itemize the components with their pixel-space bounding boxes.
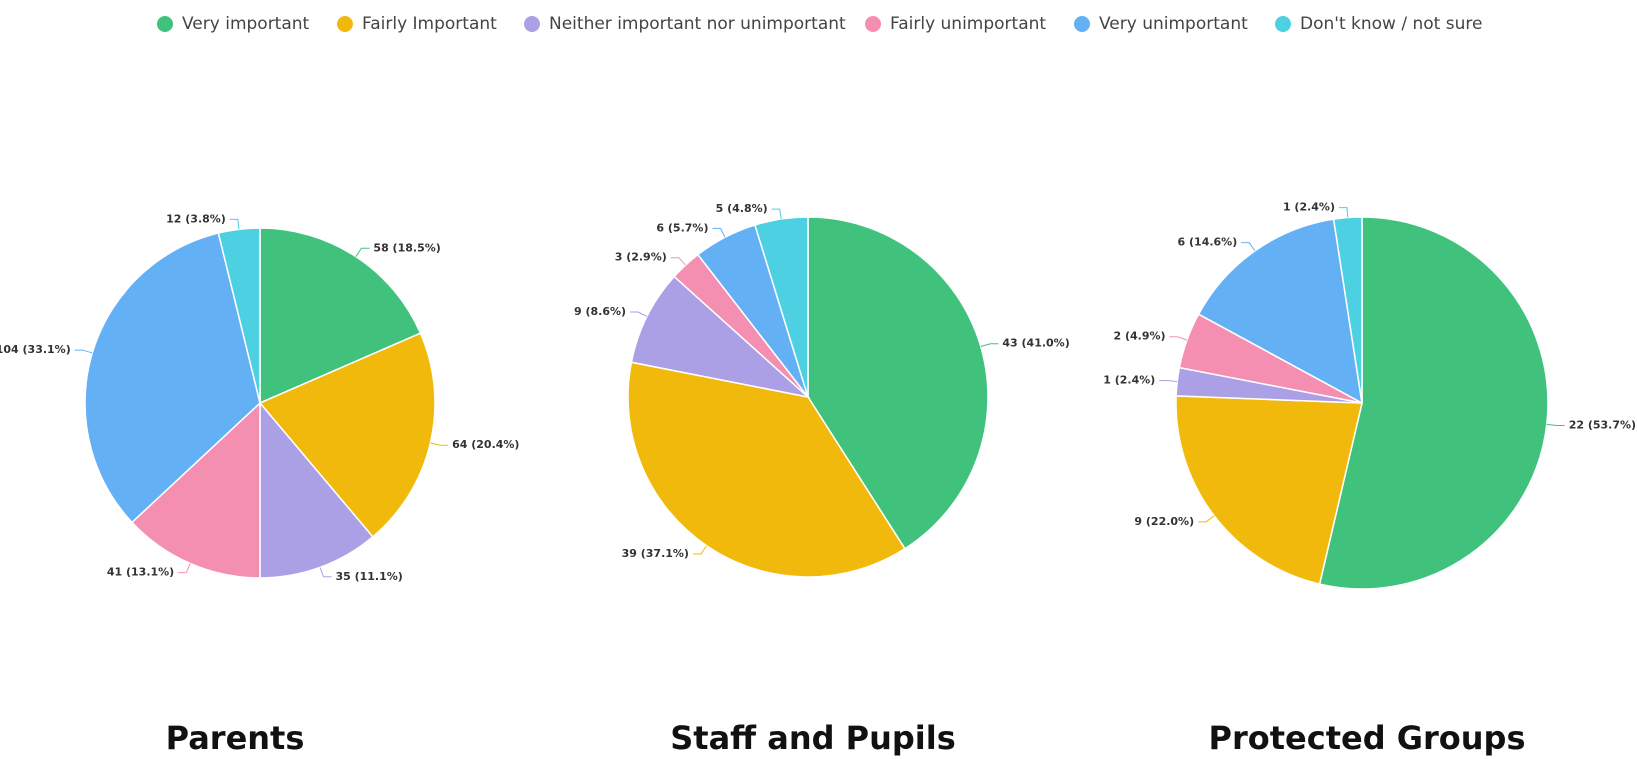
legend-marker [1275, 16, 1291, 32]
leader-line [1198, 515, 1215, 523]
leader-line [670, 257, 686, 266]
pie-slice [1175, 395, 1363, 586]
leader-line [1241, 242, 1256, 252]
data-label: 22 (53.7%) [1569, 418, 1636, 431]
legend-label: Very unimportant [1099, 14, 1248, 34]
data-label: 1 (2.4%) [1283, 201, 1335, 214]
legend-marker [865, 16, 881, 32]
data-label: 104 (33.1%) [0, 343, 71, 356]
pie-title: Protected Groups [1209, 719, 1526, 757]
pie-slice [259, 400, 374, 579]
legend-label: Fairly Important [362, 14, 497, 34]
legend-label: Very important [182, 14, 310, 34]
data-label: 41 (13.1%) [107, 566, 174, 579]
leader-line [1546, 423, 1565, 426]
data-label: 58 (18.5%) [373, 241, 440, 254]
leader-line [229, 218, 240, 230]
legend-label: Neither important nor unimportant [549, 14, 846, 34]
data-label: 64 (20.4%) [452, 438, 519, 451]
leader-line [178, 563, 191, 574]
leader-line [319, 567, 332, 578]
legend-label: Fairly unimportant [890, 14, 1046, 34]
pie-slice [259, 227, 422, 405]
leader-line [1169, 336, 1188, 341]
leader-line [74, 349, 93, 354]
data-label: 12 (3.8%) [166, 212, 226, 225]
leader-line [430, 442, 449, 446]
legend-label: Don't know / not sure [1300, 14, 1482, 34]
leader-line [980, 343, 999, 348]
data-label: 9 (22.0%) [1134, 515, 1194, 528]
data-label: 6 (5.7%) [656, 221, 708, 234]
data-label: 35 (11.1%) [335, 570, 402, 583]
legend-marker [524, 16, 540, 32]
data-label: 3 (2.9%) [615, 251, 667, 264]
data-label: 5 (4.8%) [716, 202, 768, 215]
pie-slice [258, 332, 436, 538]
pie-slice [1332, 216, 1363, 404]
legend-marker [157, 16, 173, 32]
leader-line [712, 227, 726, 238]
pie-title: Parents [166, 719, 305, 757]
data-label: 2 (4.9%) [1113, 330, 1165, 343]
legend-marker [1074, 16, 1090, 32]
pie-slice [754, 216, 809, 398]
leader-line [771, 208, 782, 220]
data-label: 43 (41.0%) [1002, 337, 1069, 350]
data-label: 1 (2.4%) [1103, 374, 1155, 387]
pie-title: Staff and Pupils [670, 719, 956, 757]
pie-slice [630, 275, 811, 399]
leader-line [355, 247, 370, 257]
data-label: 6 (14.6%) [1178, 236, 1238, 249]
data-label: 39 (37.1%) [622, 547, 689, 560]
leader-line [630, 311, 648, 317]
leader-line [1159, 380, 1178, 383]
legend-marker [337, 16, 353, 32]
leader-line [692, 545, 708, 555]
pie-slice [1197, 218, 1363, 405]
leader-line [1338, 207, 1349, 218]
data-label: 9 (8.6%) [574, 305, 626, 318]
